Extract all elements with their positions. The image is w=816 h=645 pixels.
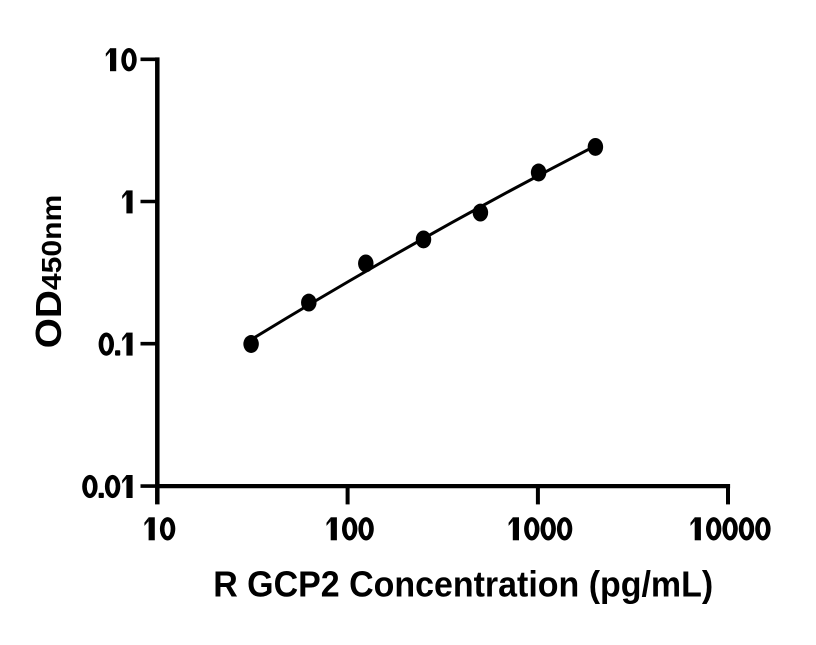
svg-text:R GCP2 Concentration (pg/mL): R GCP2 Concentration (pg/mL) [213,563,713,604]
svg-text:OD450nm: OD450nm [28,195,69,349]
